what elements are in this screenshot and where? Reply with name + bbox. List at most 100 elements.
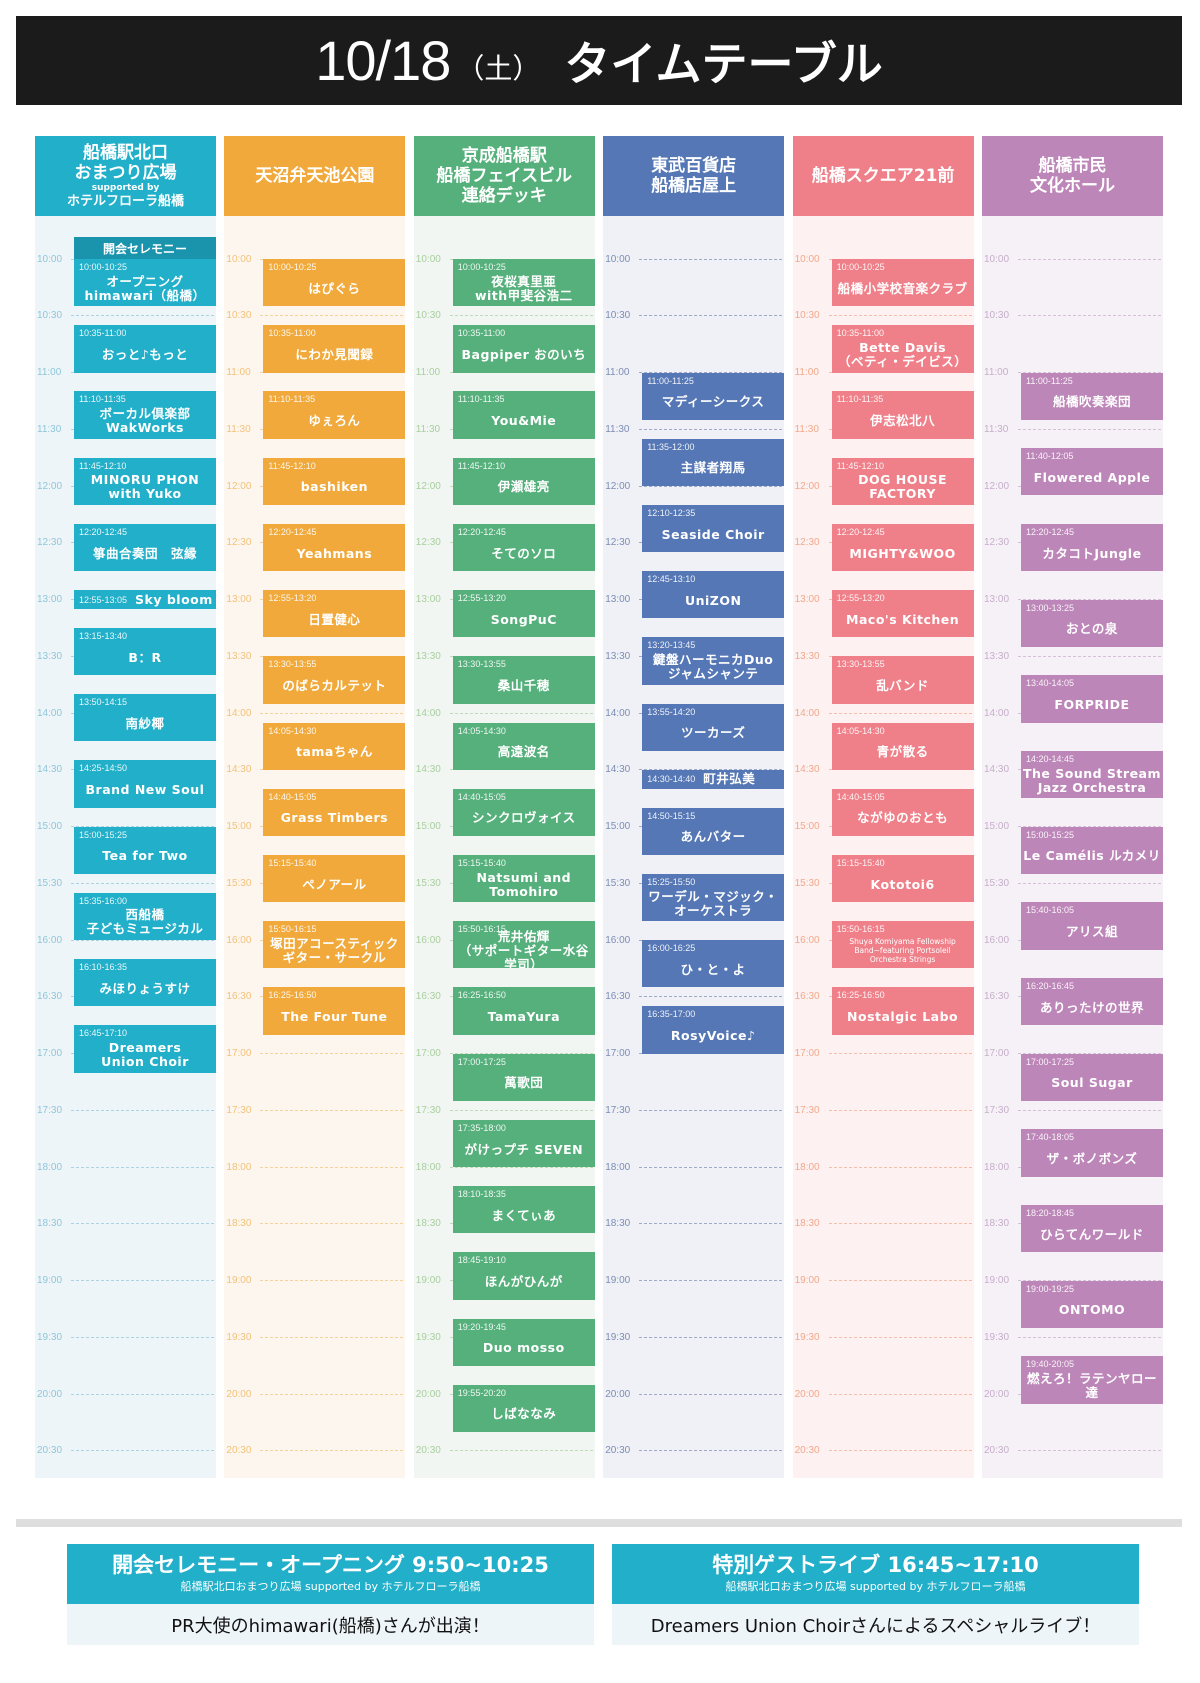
performance-block[interactable]: 18:10-18:35 まくてぃあ (452, 1186, 595, 1234)
performance-block[interactable]: 12:45-13:10 UniZON (642, 571, 785, 619)
performance-block[interactable]: 15:50-16:15 Shuya Komiyama Fellowship Band… (831, 921, 974, 969)
performer-name-line: Kototoi6 (870, 876, 935, 892)
performance-block[interactable]: 11:10-11:35 You&Mie (452, 391, 595, 439)
performance-block[interactable]: 16:20-16:45 ありったけの世界 (1021, 977, 1163, 1026)
performance-block[interactable]: 19:00-19:25 ONTOMO (1021, 1280, 1163, 1328)
performance-block[interactable]: 11:10-11:35 ボーカル倶楽部 WakWorks (74, 391, 216, 439)
performance-block[interactable]: 14:40-15:05 シンクロヴォイス (452, 788, 595, 837)
performance-block[interactable]: 16:45-17:10 Dreamers Union Choir (74, 1025, 216, 1073)
performer-name: bashiken (263, 472, 405, 503)
performance-block[interactable]: 16:25-16:50 The Four Tune (263, 987, 406, 1035)
dashed-line (260, 712, 404, 714)
performance-block[interactable]: 14:20-14:45 The Sound Stream Jazz Orchestr… (1021, 750, 1163, 799)
performance-block[interactable]: 12:20-12:45 そてのソロ (452, 523, 595, 572)
performance-block[interactable]: 11:00-11:25 マディーシークス (642, 372, 785, 420)
performance-block[interactable]: 12:55-13:20 Maco's Kitchen (831, 590, 974, 638)
performance-block[interactable]: 13:30-13:55 乱バンド (831, 656, 974, 704)
performance-block[interactable]: 15:35-16:00 西船橋 子どもミュージカル (74, 892, 216, 941)
performance-block[interactable]: 17:00-17:25 Soul Sugar (1021, 1053, 1163, 1101)
performance-block[interactable]: 19:40-20:05 燃えろ！ラテンヤロー達 (1021, 1356, 1163, 1404)
performance-block[interactable]: 10:35-11:00 Bette Davis （ベティ・デイビス） (831, 325, 974, 373)
performance-block[interactable]: 13:30-13:55 のばらカルテット (263, 656, 406, 704)
performance-time: 16:25-16:50 (268, 990, 317, 1001)
performance-block[interactable]: 13:40-14:05 FORPRIDE (1021, 675, 1163, 723)
performance-block[interactable]: 15:50-16:15 塚田アコースティック ギター・サークル (263, 921, 406, 969)
performance-block[interactable]: 12:55-13:20 日置健心 (263, 590, 406, 638)
performance-block[interactable]: 11:45-12:10 MINORU PHON with Yuko (74, 457, 216, 505)
performance-block[interactable]: 14:05-14:30 高遠波名 (452, 722, 595, 770)
performance-block[interactable]: 12:20-12:45 カタコトJungle (1021, 523, 1163, 572)
performance-block[interactable]: 11:00-11:25 船橋吹奏楽団 (1021, 372, 1163, 420)
performance-block[interactable]: 16:00-16:25 ひ・と・よ (642, 940, 785, 988)
performance-block[interactable]: 14:50-15:15 あんバター (642, 807, 785, 855)
performance-block[interactable]: 19:20-19:45 Duo mosso (452, 1318, 595, 1366)
performance-block[interactable]: 14:25-14:50 Brand New Soul (74, 760, 216, 808)
performance-block[interactable]: 15:15-15:40 Natsumi and Tomohiro (452, 854, 595, 903)
performance-time: 19:20-19:45 (457, 1321, 506, 1332)
performance-block[interactable]: 14:40-15:05 Grass Timbers (263, 788, 406, 837)
performance-block[interactable]: 12:55-13:05 Sky bloom (74, 590, 216, 609)
performance-block[interactable]: 10:00-10:25 はぴぐら (263, 259, 406, 307)
performance-block[interactable]: 11:10-11:35 ゆぇろん (263, 391, 406, 439)
performance-block[interactable]: 15:40-16:05 アリス組 (1021, 902, 1163, 950)
performance-block[interactable]: 15:00-15:25 Le Camélis ルカメリ (1021, 826, 1163, 874)
performance-block[interactable]: 16:10-16:35 みほりょうすけ (74, 959, 216, 1007)
time-label: 16:00 (37, 934, 63, 946)
performance-block[interactable]: 11:10-11:35 伊志松北八 (831, 391, 974, 439)
performance-block[interactable]: 16:25-16:50 TamaYura (452, 987, 595, 1035)
performance-block[interactable]: 12:20-12:45 Yeahmans (263, 523, 406, 572)
performance-block[interactable]: 10:00-10:25 夜桜真里亜 with甲斐谷浩二 (452, 259, 595, 307)
time-gridline: 20:00 (37, 1388, 214, 1400)
performance-block[interactable]: 11:35-12:00 主謀者翔馬 (642, 438, 785, 487)
performance-time: 16:25-16:50 (457, 990, 506, 1001)
performance-block[interactable]: 10:35-11:00 おっと♪もっと (74, 325, 216, 373)
stage-sponsor: ホテルフローラ船橋 (66, 193, 184, 209)
performance-block[interactable]: 16:25-16:50 Nostalgic Labo (831, 987, 974, 1035)
performance-block[interactable]: 12:10-12:35 Seaside Choir (642, 504, 785, 553)
performance-block[interactable]: 18:20-18:45 ひらてんワールド (1021, 1205, 1163, 1253)
performance-block[interactable]: 15:00-15:25 Tea for Two (74, 826, 216, 874)
performance-block[interactable]: 15:15-15:40 Kototoi6 (831, 854, 974, 903)
performer-name-line: あんバター (680, 829, 746, 845)
performance-block[interactable]: 13:00-13:25 おとの泉 (1021, 599, 1163, 647)
performance-block[interactable]: 13:55-14:20 ツーカーズ (642, 703, 785, 751)
time-gridline: 19:30 (605, 1331, 783, 1343)
performance-block[interactable]: 13:15-13:40 B：R (74, 627, 216, 676)
performance-block[interactable]: 11:45-12:10 伊瀬雄亮 (452, 457, 595, 505)
performance-block[interactable]: 13:20-13:45 鍵盤ハーモニカDuo ジャムシャンテ (642, 637, 785, 685)
performance-block[interactable]: 15:50-16:15 荒井佑輝 （サポートギター水谷学司） (452, 921, 595, 969)
performance-block[interactable]: 12:55-13:20 SongPuC (452, 590, 595, 638)
performance-block[interactable]: 13:30-13:55 桑山千穂 (452, 656, 595, 704)
performance-block[interactable]: 16:35-17:00 RosyVoice♪ (642, 1006, 785, 1054)
performance-block[interactable]: 14:05-14:30 tamaちゃん (263, 722, 406, 770)
performance-block[interactable]: 12:20-12:45 箏曲合奏団 弦縁 (74, 523, 216, 572)
performance-block[interactable]: 17:40-18:05 ザ・ボノボンズ (1021, 1129, 1163, 1177)
performance-block[interactable]: 10:00-10:25 船橋小学校音楽クラブ (831, 259, 974, 307)
performance-block[interactable]: 17:00-17:25 萬歌団 (452, 1053, 595, 1101)
performance-time: 15:15-15:40 (836, 857, 885, 868)
performance-block[interactable]: 12:20-12:45 MIGHTY&WOO (831, 523, 974, 572)
performance-block[interactable]: 17:35-18:00 がけっプチ SEVEN (452, 1119, 595, 1168)
performance-block[interactable]: 15:15-15:40 ペノアール (263, 854, 406, 903)
performance-block[interactable]: 15:25-15:50 ワーデル・マジック・ オーケストラ (642, 873, 785, 922)
performance-block[interactable]: 10:00-10:25 オープニング himawari（船橋） (74, 259, 216, 307)
performance-block[interactable]: 10:35-11:00 にわか見聞録 (263, 325, 406, 373)
time-label: 11:00 (415, 367, 441, 379)
performance-block[interactable]: 14:30-14:40 町井弘美 (642, 769, 785, 789)
performance-block[interactable]: 13:50-14:15 南紗椰 (74, 694, 216, 742)
performance-block[interactable]: 10:35-11:00 Bagpiper おのいち (452, 325, 595, 373)
performance-block[interactable]: 11:40-12:05 Flowered Apple (1021, 448, 1163, 496)
time-label: 10:30 (37, 310, 63, 322)
time-label: 16:00 (984, 934, 1010, 946)
performance-block[interactable]: 11:45-12:10 DOG HOUSE FACTORY (831, 457, 974, 505)
performance-time: 12:55-13:20 (836, 593, 885, 604)
performance-block[interactable]: 19:55-20:20 しばななみ (452, 1384, 595, 1433)
performer-name-line: 南紗椰 (125, 715, 165, 731)
time-label: 12:00 (415, 480, 441, 492)
performance-block[interactable]: 11:45-12:10 bashiken (263, 457, 406, 505)
performer-name-line: ひらてんワールド (1040, 1226, 1144, 1242)
performance-block[interactable]: 18:45-19:10 ほんがひんが (452, 1252, 595, 1300)
performance-block[interactable]: 14:05-14:30 青が散る (831, 722, 974, 770)
performer-name-line: 荒井佑輝 (497, 928, 550, 944)
performance-block[interactable]: 14:40-15:05 ながゆのおとも (831, 788, 974, 837)
